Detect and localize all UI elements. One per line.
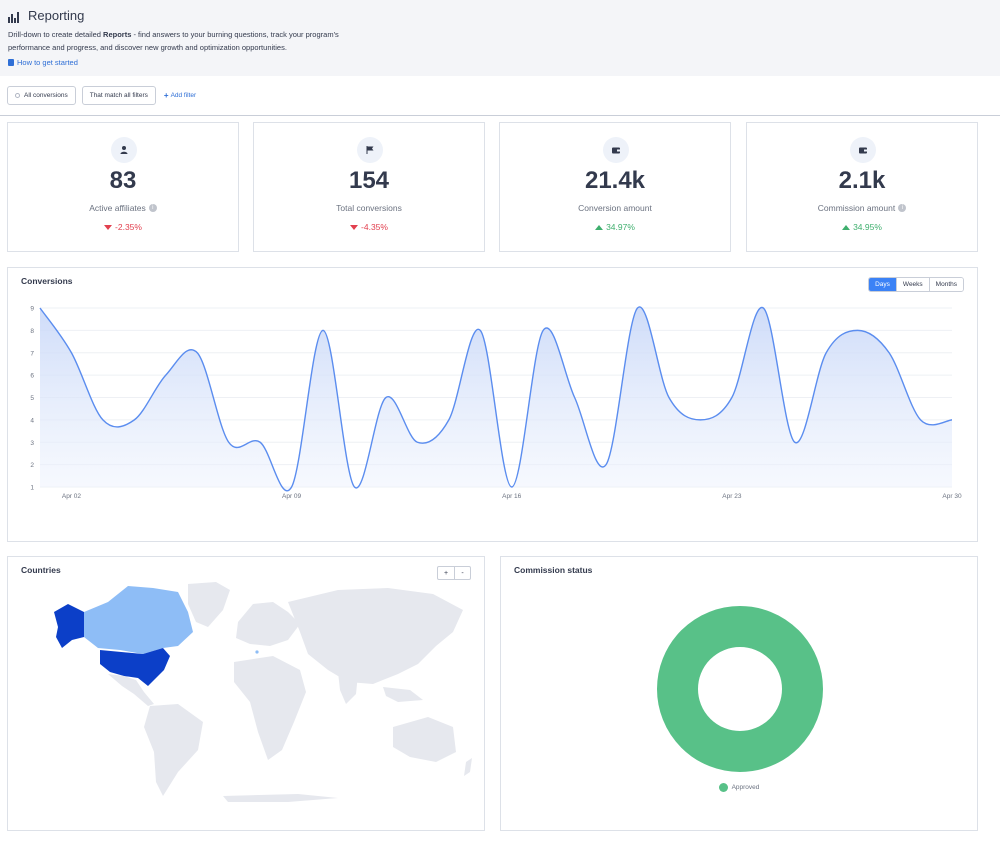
help-link-label: How to get started	[17, 58, 78, 67]
arrow-down-icon	[350, 224, 359, 230]
page-header: Reporting Drill-down to create detailed …	[0, 0, 1000, 76]
map-zoom-controls: + -	[437, 566, 471, 580]
stat-label: Total conversions	[336, 203, 402, 213]
y-tick-label: 1	[30, 485, 34, 492]
stat-card-total-conversions: 154 Total conversions -4.35%	[253, 122, 485, 252]
y-tick-label: 2	[30, 462, 34, 469]
stat-value: 154	[348, 167, 390, 194]
wallet-icon	[850, 137, 876, 163]
y-tick-label: 3	[30, 440, 34, 447]
donut-slice-approved	[657, 606, 823, 772]
world-map	[54, 582, 472, 802]
stat-card-active-affiliates: 83 Active affiliates i -2.35%	[7, 122, 239, 252]
legend-label-approved: Approved	[731, 784, 760, 791]
filter-bar: All conversions That match all filters +…	[7, 85, 196, 105]
page-description: Drill-down to create detailed Reports - …	[8, 30, 339, 52]
series-line	[39, 306, 953, 492]
commission-donut-chart	[657, 606, 823, 772]
all-conversions-label: All conversions	[24, 91, 68, 99]
stat-change: -4.35%	[254, 222, 484, 232]
stat-value: 83	[109, 167, 137, 194]
range-days-button[interactable]: Days	[869, 278, 896, 291]
zoom-in-button[interactable]: +	[443, 569, 449, 577]
stat-card-commission-amount: 2.1k Commission amount i 34.95%	[746, 122, 978, 252]
y-tick-label: 8	[30, 328, 34, 335]
add-filter-label: Add filter	[170, 91, 197, 99]
conversions-panel: Conversions Days Weeks Months 1 2 3 4 5 6 7 8 9 A…	[7, 267, 978, 542]
series-area	[40, 306, 952, 491]
stat-change: 34.95%	[747, 222, 977, 232]
stat-card-conversion-amount: 21.4k Conversion amount 34.97%	[499, 122, 731, 252]
info-icon[interactable]: i	[898, 204, 907, 212]
range-months-button[interactable]: Months	[928, 278, 963, 291]
stat-label: Commission amount i	[747, 203, 977, 213]
flag-icon	[357, 137, 383, 163]
countries-panel: Countries + -	[7, 556, 485, 831]
user-icon	[111, 137, 137, 163]
zoom-out-button[interactable]: -	[454, 567, 470, 579]
divider	[0, 115, 1000, 116]
stat-change: -2.35%	[8, 222, 238, 232]
stat-value: 21.4k	[584, 167, 646, 194]
commission-status-title: Commission status	[514, 565, 593, 575]
stat-change: 34.97%	[500, 222, 730, 232]
stat-value: 2.1k	[838, 167, 886, 194]
arrow-up-icon	[842, 224, 851, 230]
x-tick-label: Apr 09	[282, 493, 302, 500]
x-tick-label: Apr 30	[942, 493, 962, 500]
y-tick-label: 6	[30, 373, 34, 380]
title-row: Reporting	[8, 8, 84, 23]
countries-title: Countries	[21, 565, 61, 575]
book-icon	[8, 59, 14, 66]
y-tick-label: 7	[30, 350, 34, 357]
x-tick-label: Apr 23	[722, 493, 742, 500]
page-title: Reporting	[28, 8, 85, 23]
y-tick-label: 9	[30, 306, 34, 313]
how-to-get-started-link[interactable]: How to get started	[8, 58, 78, 67]
arrow-up-icon	[595, 224, 604, 230]
y-tick-label: 5	[30, 395, 34, 402]
legend-dot-approved	[718, 783, 728, 792]
commission-status-panel: Commission status Approved	[500, 556, 978, 831]
x-tick-label: Apr 02	[62, 493, 82, 500]
match-all-filters-button[interactable]: That match all filters	[81, 85, 156, 105]
reports-icon	[8, 9, 22, 23]
y-tick-label: 4	[30, 417, 34, 424]
all-conversions-filter[interactable]: All conversions	[7, 85, 76, 105]
add-filter-button[interactable]: + Add filter	[164, 91, 196, 100]
x-tick-label: Apr 16	[502, 493, 522, 500]
range-selector: Days Weeks Months	[868, 277, 964, 292]
info-icon[interactable]: i	[148, 204, 157, 212]
range-weeks-button[interactable]: Weeks	[895, 278, 929, 291]
plus-icon: +	[163, 90, 169, 100]
radio-icon	[15, 92, 20, 98]
conversions-title: Conversions	[21, 276, 73, 286]
stat-label: Conversion amount	[578, 203, 652, 213]
arrow-down-icon	[104, 224, 113, 230]
conversions-chart: 1 2 3 4 5 6 7 8 9 Apr 02 Apr 09 Apr 16 Apr 23 Apr 30	[30, 306, 962, 501]
wallet-icon	[603, 137, 629, 163]
donut-legend: Approved	[501, 783, 977, 792]
stat-label: Active affiliates i	[8, 203, 238, 213]
